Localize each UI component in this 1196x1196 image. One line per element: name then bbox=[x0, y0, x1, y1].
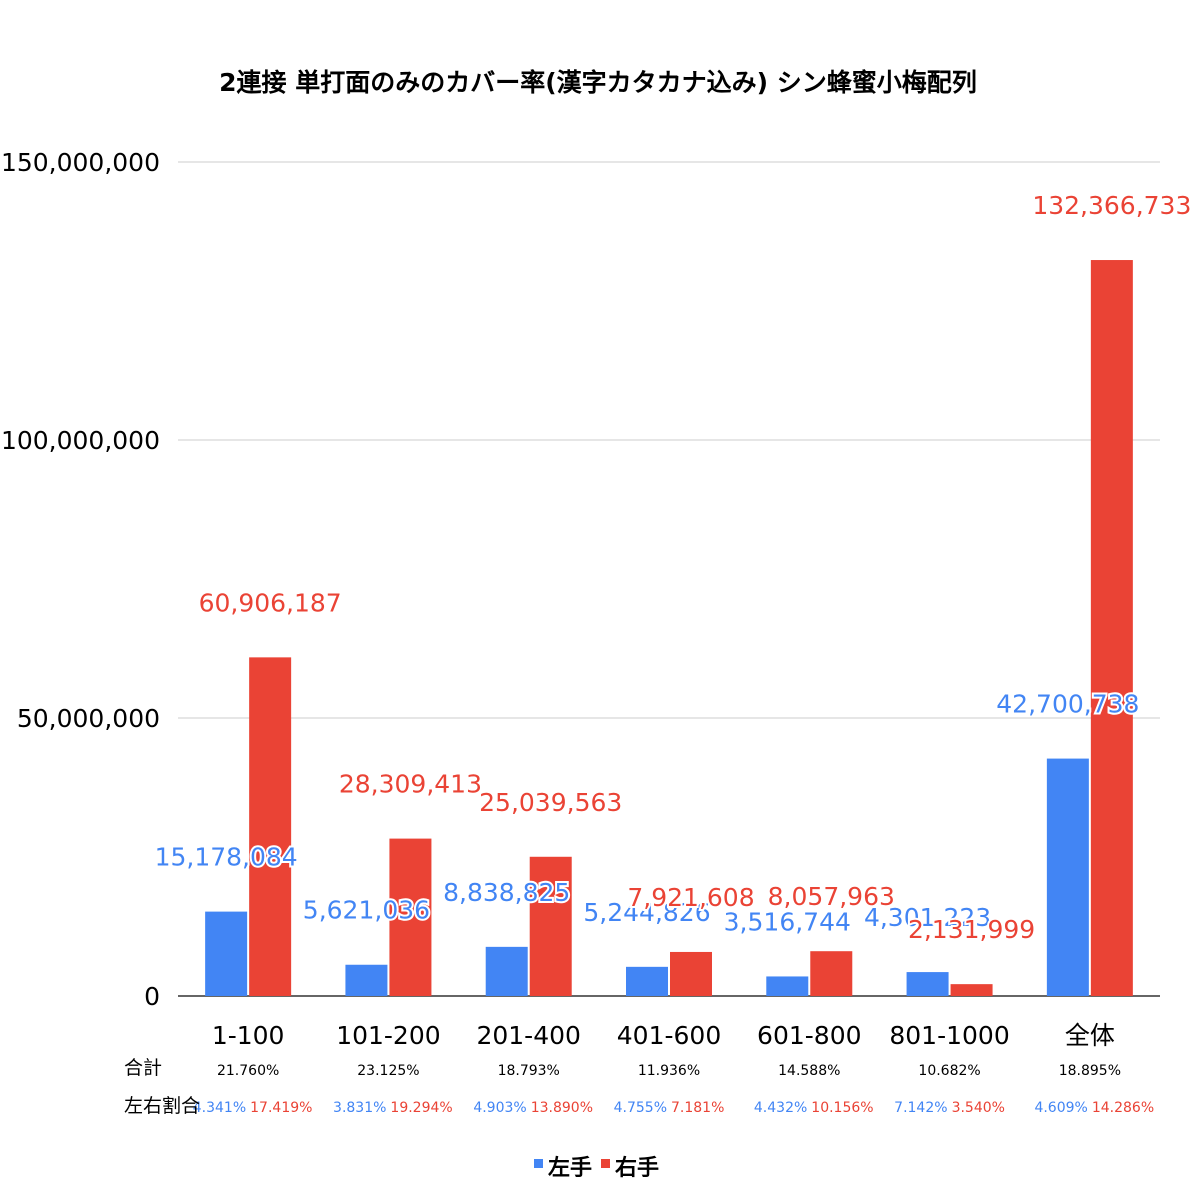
data-label-right-hand: 60,906,187 bbox=[199, 588, 342, 617]
bar-left-hand bbox=[485, 946, 528, 996]
left-ratio-percent: 4.903% bbox=[473, 1100, 526, 1116]
data-label-left-hand: 3,516,744 bbox=[724, 907, 851, 936]
x-tick-label: 101-200 bbox=[336, 1021, 440, 1050]
legend-label-left-hand: 左手 bbox=[548, 1155, 592, 1181]
total-percent: 18.793% bbox=[498, 1063, 560, 1079]
legend-label-right-hand: 右手 bbox=[615, 1156, 659, 1181]
bar-left-hand bbox=[766, 976, 809, 996]
legend-swatch-right-hand bbox=[601, 1159, 610, 1168]
bar-right-hand bbox=[950, 984, 993, 996]
left-ratio-percent: 4.341% bbox=[193, 1100, 246, 1116]
y-tick-label: 0 bbox=[144, 982, 160, 1011]
data-label-right-hand: 7,921,608 bbox=[627, 883, 754, 912]
data-label-right-hand: 25,039,563 bbox=[479, 788, 622, 817]
gridlines bbox=[178, 161, 1160, 997]
x-tick-label: 全体 bbox=[1065, 1021, 1115, 1050]
total-percent: 21.760% bbox=[217, 1063, 279, 1079]
y-tick-label: 50,000,000 bbox=[17, 704, 160, 733]
data-label-right-hand: 132,366,733 bbox=[1032, 191, 1191, 220]
left-ratio-percent: 4.609% bbox=[1034, 1100, 1087, 1116]
chart-title: 2連接 単打面のみのカバー率(漢字カタカナ込み) シン蜂蜜小梅配列 bbox=[219, 68, 977, 97]
bar-left-hand bbox=[1046, 758, 1089, 996]
right-ratio-percent: 7.181% bbox=[671, 1100, 724, 1116]
data-label-left-hand: 8,838,825 bbox=[443, 878, 570, 907]
right-ratio-percent: 17.419% bbox=[250, 1100, 312, 1116]
legend: 左手 右手 bbox=[534, 1155, 659, 1181]
bar-right-hand bbox=[1090, 260, 1133, 996]
data-label-left-hand: 4,301,223 bbox=[864, 903, 991, 932]
bar-right-hand bbox=[810, 951, 853, 996]
data-label-right-hand: 2,131,999 bbox=[908, 915, 1035, 944]
total-row-label: 合計 bbox=[124, 1057, 162, 1079]
total-percent: 10.682% bbox=[918, 1063, 980, 1079]
bar-left-hand bbox=[205, 911, 248, 996]
right-ratio-percent: 10.156% bbox=[811, 1100, 873, 1116]
left-ratio-percent: 4.755% bbox=[614, 1100, 667, 1116]
data-label-left-hand: 42,700,738 bbox=[996, 690, 1139, 719]
right-ratio-percent: 13.890% bbox=[531, 1100, 593, 1116]
data-labels: 15,178,084 60,906,187 5,621,036 28,309,413 8… bbox=[153, 189, 1194, 946]
data-label-left-hand: 15,178,084 bbox=[155, 843, 298, 872]
x-tick-label: 601-800 bbox=[757, 1021, 861, 1050]
x-tick-label: 1-100 bbox=[212, 1021, 285, 1050]
bar-left-hand bbox=[906, 972, 949, 996]
total-percent: 18.895% bbox=[1059, 1063, 1121, 1079]
left-ratio-percent: 7.142% bbox=[894, 1100, 947, 1116]
bar-right-hand bbox=[249, 657, 292, 996]
bar-right-hand bbox=[389, 838, 432, 996]
y-axis-ticks: 0 50,000,000 100,000,000 150,000,000 bbox=[1, 148, 160, 1011]
summary-rows: 21.760% 4.341% 17.419% 23.125% 3.831% 19.294%… bbox=[124, 1057, 1154, 1117]
right-ratio-percent: 3.540% bbox=[952, 1100, 1005, 1116]
data-label-left-hand: 5,244,826 bbox=[583, 898, 710, 927]
x-tick-label: 401-600 bbox=[617, 1021, 721, 1050]
bar-right-hand bbox=[529, 856, 572, 996]
left-ratio-percent: 4.432% bbox=[754, 1100, 807, 1116]
right-ratio-percent: 19.294% bbox=[390, 1100, 452, 1116]
bar-left-hand bbox=[345, 964, 388, 996]
y-tick-label: 150,000,000 bbox=[1, 148, 160, 177]
bar-left-hand bbox=[626, 966, 668, 996]
x-axis-categories: 1-100 101-200 201-400 401-600 601-800 801-100… bbox=[212, 1021, 1115, 1050]
left-ratio-percent: 3.831% bbox=[333, 1100, 386, 1116]
data-label-right-hand: 28,309,413 bbox=[339, 770, 482, 799]
bar-right-hand bbox=[670, 951, 712, 996]
data-label-right-hand: 8,057,963 bbox=[768, 882, 895, 911]
right-ratio-percent: 14.286% bbox=[1092, 1100, 1154, 1116]
legend-swatch-left-hand bbox=[534, 1159, 543, 1168]
total-percent: 14.588% bbox=[778, 1063, 840, 1079]
bars bbox=[205, 260, 1133, 996]
x-tick-label: 801-1000 bbox=[889, 1021, 1009, 1050]
total-percent: 11.936% bbox=[638, 1063, 700, 1079]
total-percent: 23.125% bbox=[357, 1063, 419, 1079]
data-label-left-hand: 5,621,036 bbox=[303, 896, 430, 925]
ratio-row-label: 左右割合 bbox=[124, 1095, 200, 1117]
y-tick-label: 100,000,000 bbox=[1, 426, 160, 455]
x-tick-label: 201-400 bbox=[476, 1021, 580, 1050]
